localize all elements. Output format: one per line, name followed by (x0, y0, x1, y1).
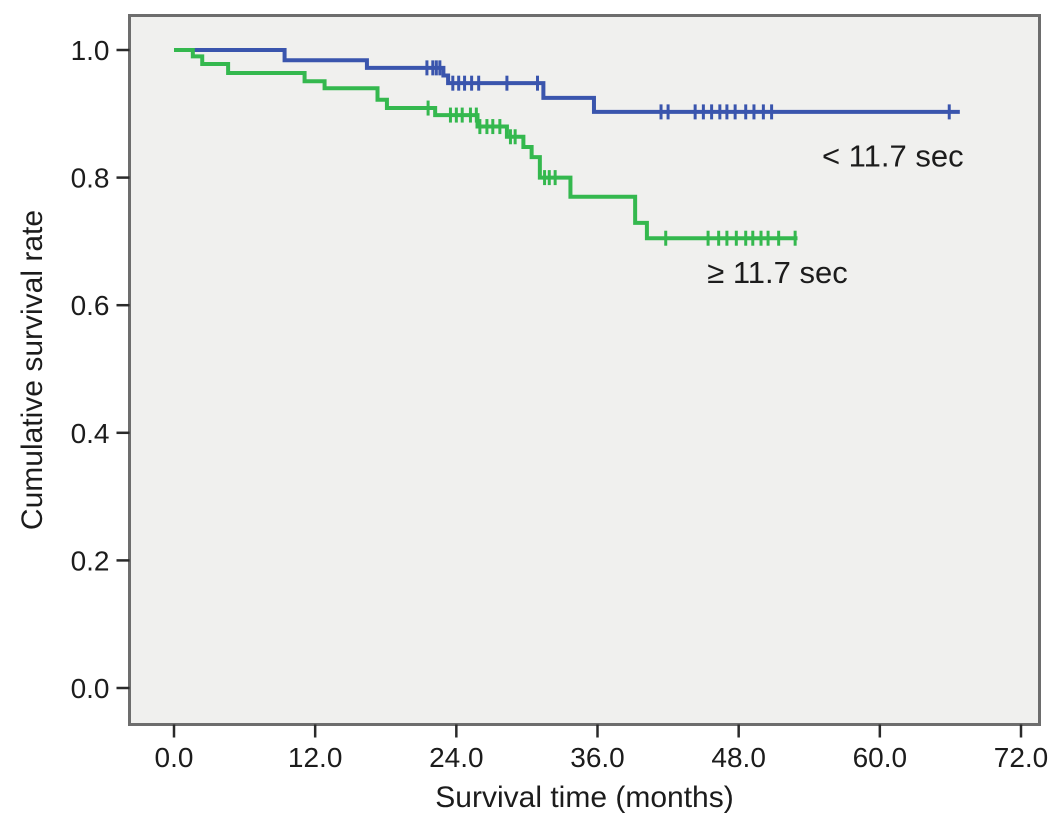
series-label-under-117: < 11.7 sec (822, 138, 964, 173)
y-tick-label: 0.2 (71, 545, 110, 576)
x-axis-title: Survival time (months) (435, 781, 734, 814)
x-tick-label: 24.0 (429, 742, 484, 773)
y-tick-label: 0.4 (71, 418, 110, 449)
y-tick-label: 0.8 (71, 163, 110, 194)
x-tick-label: 48.0 (711, 742, 766, 773)
y-axis-title: Cumulative survival rate (16, 209, 49, 531)
x-tick-label: 0.0 (155, 742, 194, 773)
y-tick-label: 1.0 (71, 35, 110, 66)
y-tick-label: 0.6 (71, 290, 110, 321)
x-tick-label: 36.0 (570, 742, 625, 773)
x-tick-label: 12.0 (288, 742, 343, 773)
x-tick-label: 72.0 (994, 742, 1049, 773)
survival-curve-under-117 (174, 48, 960, 114)
x-tick-label: 60.0 (853, 742, 908, 773)
y-tick-label: 0.0 (71, 673, 110, 704)
series-label-over-117: ≥ 11.7 sec (707, 255, 848, 290)
plot-area (128, 14, 1041, 726)
